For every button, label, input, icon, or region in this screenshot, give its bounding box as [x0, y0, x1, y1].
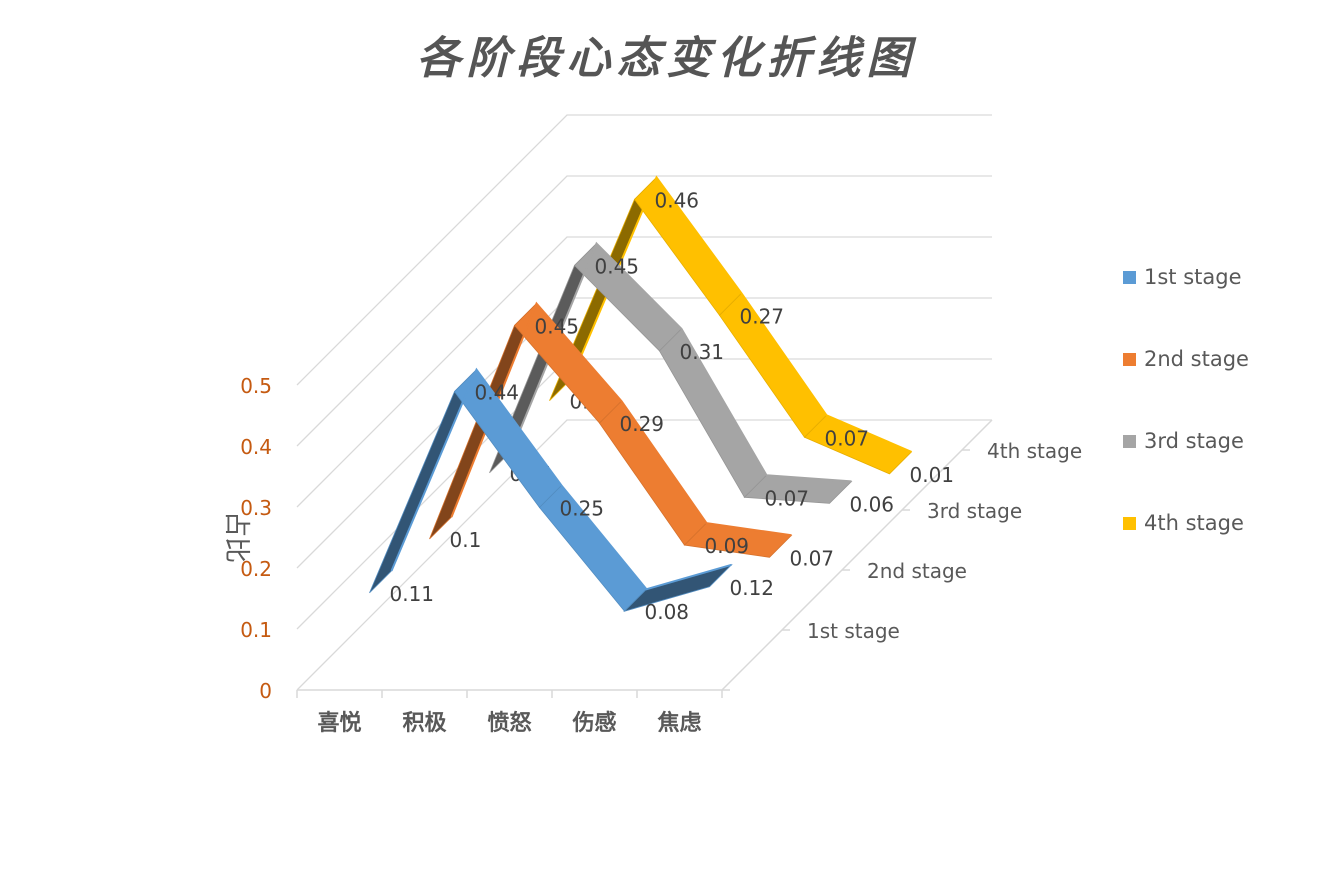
- y-tick-label: 0.5: [240, 374, 272, 398]
- depth-axis-label: 2nd stage: [867, 559, 967, 583]
- data-label: 0.1: [450, 528, 482, 552]
- chart-title: 各阶段心态变化折线图: [416, 33, 917, 84]
- data-label: 0.29: [620, 412, 665, 436]
- data-label: 0.06: [850, 492, 895, 516]
- gridline: [296, 114, 992, 386]
- data-label: 0.31: [680, 340, 725, 364]
- depth-axis-label: 3rd stage: [927, 499, 1022, 523]
- data-label: 0.27: [740, 304, 785, 328]
- y-axis-title: 占比: [221, 511, 251, 563]
- x-tick-label: 愤怒: [487, 710, 531, 736]
- data-label: 0.07: [765, 486, 810, 510]
- data-label: 0.08: [645, 600, 690, 624]
- data-label: 0.45: [535, 315, 580, 339]
- data-label: 0.46: [655, 188, 700, 212]
- legend-item-3rd-stage: 3rd stage: [1123, 426, 1244, 456]
- series-1: 0.11 0.44 0.25 0.08 0.12: [369, 367, 775, 624]
- data-label: 0.25: [560, 497, 605, 521]
- depth-axis-label: 1st stage: [807, 619, 900, 643]
- legend-label: 4th stage: [1144, 511, 1244, 535]
- gridline: [296, 175, 992, 447]
- x-tick-label: 伤感: [571, 710, 616, 736]
- legend-label: 3rd stage: [1144, 429, 1244, 453]
- x-tick-label: 积极: [402, 711, 447, 736]
- y-tick-label: 0.2: [240, 557, 272, 581]
- legend-item-4th-stage: 4th stage: [1123, 508, 1244, 538]
- y-tick-label: 0: [259, 679, 272, 703]
- ribbon-top-edge: [510, 241, 852, 483]
- gridline: [296, 236, 992, 508]
- legend-label: 1st stage: [1144, 265, 1242, 289]
- data-label: 0.01: [910, 463, 955, 487]
- ribbon-top-edge: [570, 175, 912, 453]
- data-label: 0.07: [790, 546, 835, 570]
- legend-item-2nd-stage: 2nd stage: [1123, 344, 1249, 374]
- data-label: 0.09: [705, 534, 750, 558]
- y-tick-label: 0.1: [240, 618, 272, 642]
- data-label: 0.44: [475, 381, 520, 405]
- data-label: 0.07: [825, 426, 870, 450]
- series-4: 0.130.460.270.070.01: [549, 175, 955, 487]
- legend-swatch-2nd-stage: [1123, 352, 1136, 366]
- legend-swatch-3rd-stage: [1123, 434, 1136, 448]
- y-tick-label: 0.4: [240, 435, 272, 459]
- ribbon-top-edge: [390, 367, 732, 591]
- legend-swatch-4th-stage: [1123, 516, 1136, 530]
- y-tick-label: 0.3: [240, 496, 272, 520]
- ribbon-top-edge: [450, 301, 792, 537]
- depth-axis-line: [721, 419, 993, 691]
- x-tick-label: 喜悦: [317, 710, 361, 736]
- data-label: 0.45: [595, 255, 640, 279]
- data-label: 0.12: [730, 576, 775, 600]
- depth-axis-label: 4th stage: [987, 439, 1082, 463]
- data-label: 0.11: [390, 582, 435, 606]
- legend-label: 2nd stage: [1144, 347, 1249, 371]
- legend-item-1st-stage: 1st stage: [1123, 262, 1242, 292]
- legend-swatch-1st-stage: [1123, 270, 1136, 284]
- gridline: [296, 419, 992, 691]
- x-tick-label: 焦虑: [656, 710, 701, 736]
